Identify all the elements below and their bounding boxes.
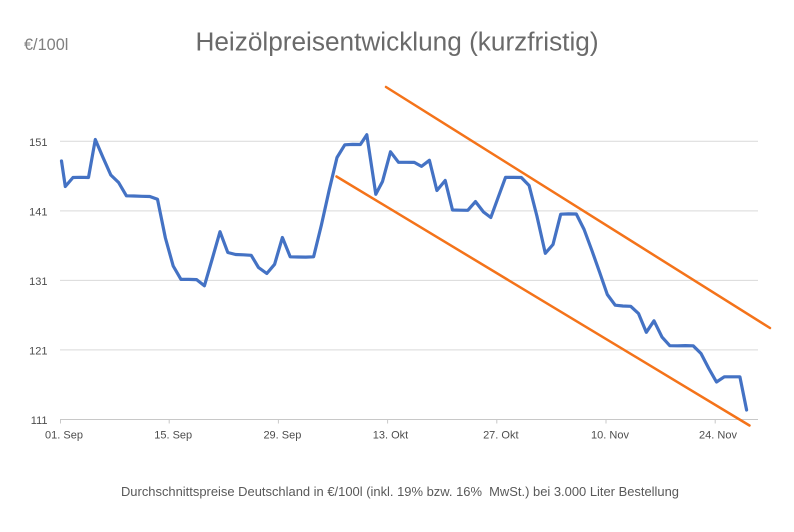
svg-text:24. Nov: 24. Nov (699, 430, 737, 442)
svg-text:€/100l: €/100l (24, 36, 68, 54)
svg-text:121: 121 (29, 345, 47, 357)
svg-text:29. Sep: 29. Sep (263, 430, 301, 442)
svg-text:27. Okt: 27. Okt (483, 430, 518, 442)
svg-text:111: 111 (31, 415, 48, 427)
svg-text:141: 141 (29, 206, 47, 218)
svg-text:Heizölpreisentwicklung (kurzfr: Heizölpreisentwicklung (kurzfristig) (195, 27, 598, 57)
svg-text:15. Sep: 15. Sep (154, 430, 192, 442)
svg-text:10. Nov: 10. Nov (591, 430, 629, 442)
svg-text:Durchschnittspreise Deutschlan: Durchschnittspreise Deutschland in €/100… (121, 484, 679, 499)
svg-text:01. Sep: 01. Sep (45, 430, 83, 442)
svg-text:131: 131 (29, 276, 47, 288)
svg-text:151: 151 (29, 137, 47, 149)
svg-text:13. Okt: 13. Okt (373, 430, 408, 442)
